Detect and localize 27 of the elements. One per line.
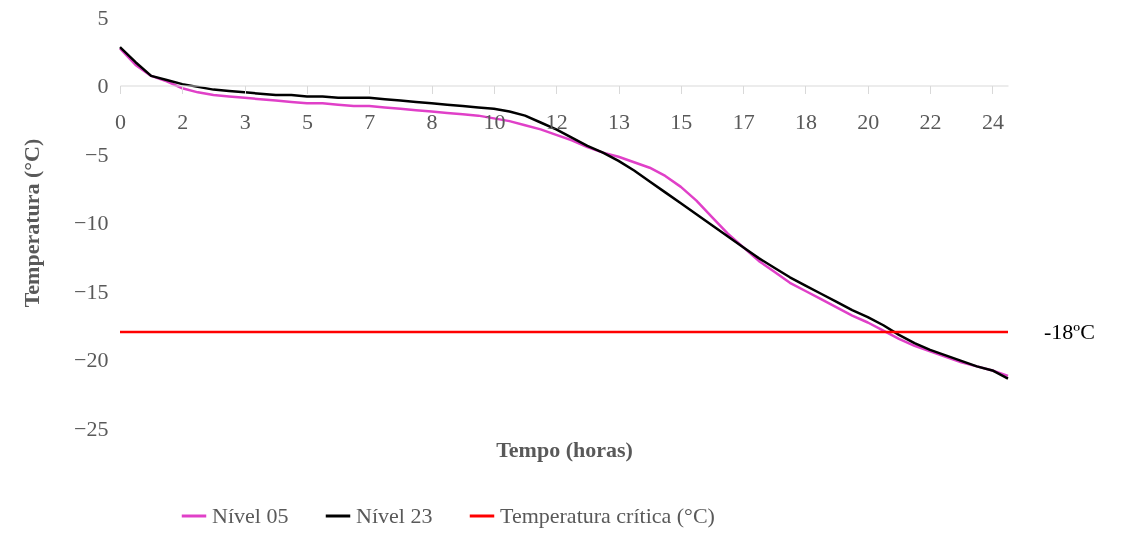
x-tick-label: 7 xyxy=(364,109,376,134)
text: -18ºC xyxy=(1044,319,1095,345)
y-tick-label: 5 xyxy=(97,4,109,30)
x-axis-title: Tempo (horas) xyxy=(496,436,633,462)
y-tick-label: −10 xyxy=(74,210,109,235)
y-tick-label: −20 xyxy=(74,347,109,372)
x-tick-label: 12 xyxy=(545,109,568,134)
x-tick-label: 3 xyxy=(239,109,251,134)
x-tick-label: 22 xyxy=(919,109,942,134)
x-tick-label: 8 xyxy=(426,109,438,134)
y-tick-label: −15 xyxy=(74,278,109,304)
x-tick-label: 17 xyxy=(732,109,755,134)
x-tick-label: 20 xyxy=(857,109,880,134)
y-tick-label: −25 xyxy=(74,415,109,441)
y-axis-title: Temperatura (°C) xyxy=(19,138,45,308)
x-tick-label: 18 xyxy=(794,109,817,134)
x-tick-label: 2 xyxy=(177,109,189,134)
x-tick-label: 0 xyxy=(115,109,126,134)
legend-label: Nível 05 xyxy=(212,503,289,528)
legend-label: Nível 23 xyxy=(356,503,433,528)
x-tick-label: 13 xyxy=(608,109,631,134)
x-tick-label: 24 xyxy=(981,109,1004,134)
x-tick-label: 15 xyxy=(670,109,693,134)
legend-label: Temperatura crítica (°C) xyxy=(500,503,715,528)
y-tick-label: −5 xyxy=(85,141,109,167)
y-tick-label: 0 xyxy=(97,73,109,98)
x-tick-label: 5 xyxy=(301,109,313,134)
